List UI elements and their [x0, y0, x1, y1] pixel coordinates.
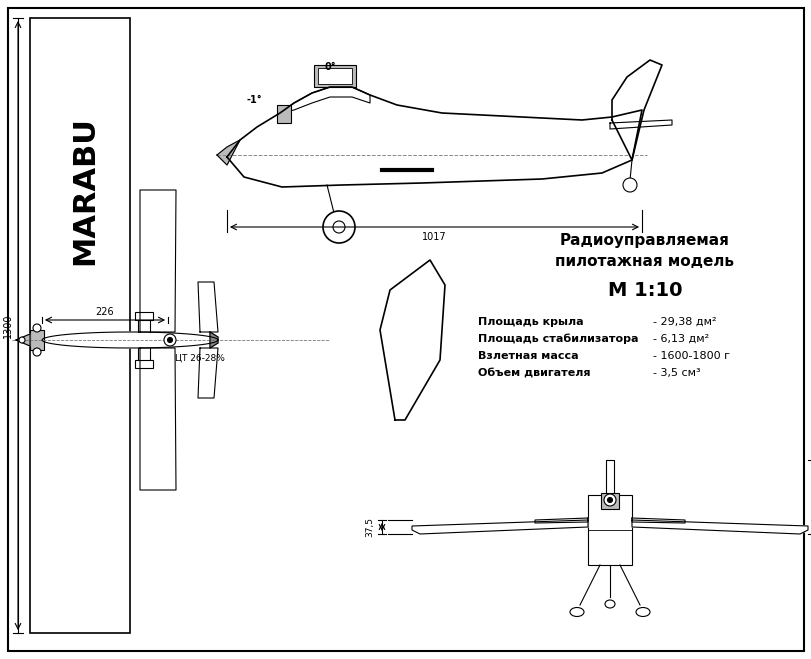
Polygon shape: [198, 282, 217, 332]
Text: 0°: 0°: [324, 62, 336, 72]
Circle shape: [622, 178, 636, 192]
Polygon shape: [139, 348, 176, 490]
Bar: [135, 312, 152, 320]
Circle shape: [323, 211, 354, 243]
Text: 1017: 1017: [422, 232, 446, 242]
Polygon shape: [411, 520, 587, 534]
Bar: [30, 18, 130, 633]
Text: -1°: -1°: [246, 95, 261, 105]
Text: Радиоуправляемая: Радиоуправляемая: [560, 233, 729, 248]
Polygon shape: [139, 190, 176, 332]
Polygon shape: [210, 332, 217, 348]
Bar: [600, 493, 618, 509]
Text: - 1600-1800 г: - 1600-1800 г: [652, 351, 729, 361]
Polygon shape: [380, 260, 444, 420]
Polygon shape: [609, 120, 672, 129]
Text: пилотажная модель: пилотажная модель: [555, 254, 734, 270]
Ellipse shape: [604, 600, 614, 608]
Text: - 3,5 см³: - 3,5 см³: [652, 368, 700, 378]
Polygon shape: [631, 518, 684, 523]
Text: Объем двигателя: Объем двигателя: [478, 368, 590, 378]
Bar: [587, 495, 631, 565]
Bar: [605, 460, 613, 493]
Bar: [30, 330, 44, 350]
Bar: [318, 68, 351, 84]
Polygon shape: [16, 334, 30, 346]
Text: ЦТ 26-28%: ЦТ 26-28%: [175, 353, 225, 362]
Polygon shape: [42, 332, 217, 348]
Circle shape: [607, 498, 611, 503]
Bar: [135, 360, 152, 368]
Circle shape: [33, 348, 41, 356]
Text: 37,5: 37,5: [365, 517, 374, 537]
Circle shape: [19, 337, 25, 343]
Circle shape: [33, 324, 41, 332]
Circle shape: [603, 494, 616, 506]
Text: - 6,13 дм²: - 6,13 дм²: [652, 334, 708, 344]
Text: 1300: 1300: [3, 313, 13, 338]
Polygon shape: [217, 140, 240, 165]
Ellipse shape: [569, 608, 583, 617]
Polygon shape: [534, 518, 587, 523]
Polygon shape: [631, 520, 807, 534]
Polygon shape: [198, 348, 217, 398]
Text: MARABU: MARABU: [71, 116, 100, 265]
Circle shape: [167, 337, 172, 343]
Bar: [277, 105, 290, 123]
Ellipse shape: [635, 608, 649, 617]
Polygon shape: [227, 87, 642, 187]
Text: Взлетная масса: Взлетная масса: [478, 351, 578, 361]
Circle shape: [164, 334, 176, 346]
Text: Площадь стабилизатора: Площадь стабилизатора: [478, 333, 637, 344]
Polygon shape: [611, 60, 661, 160]
Circle shape: [333, 221, 345, 233]
Text: - 29,38 дм²: - 29,38 дм²: [652, 317, 715, 327]
Text: М 1:10: М 1:10: [607, 281, 681, 299]
Bar: [314, 65, 355, 87]
Text: 226: 226: [96, 307, 114, 317]
Text: Площадь крыла: Площадь крыла: [478, 317, 583, 327]
